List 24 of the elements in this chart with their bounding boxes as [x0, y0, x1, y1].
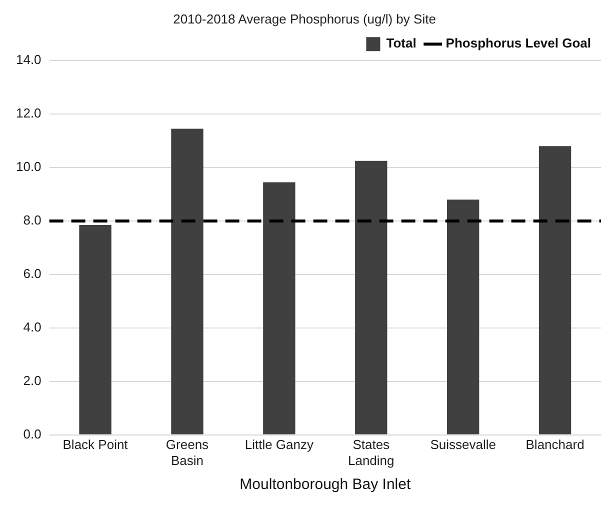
bar — [355, 160, 388, 434]
y-tick-label: 6.0 — [23, 266, 42, 282]
bar — [79, 224, 112, 434]
legend-label: Total — [386, 36, 416, 51]
x-tick-label: Black Point — [62, 437, 128, 452]
y-tick-label: 4.0 — [23, 319, 42, 334]
y-tick-label: 2.0 — [23, 372, 42, 388]
x-tick-label: States Landing — [348, 437, 394, 468]
x-axis-title: Moultonborough Bay Inlet — [240, 476, 412, 494]
legend-label: Phosphorus Level Goal — [446, 36, 592, 51]
y-tick-label: 8.0 — [23, 212, 42, 228]
y-tick-label: 0.0 — [23, 426, 42, 442]
y-tick-label: 10.0 — [16, 159, 42, 174]
bar — [263, 182, 296, 434]
x-tick-label: Greens Basin — [166, 437, 210, 468]
x-tick-label: Little Ganzy — [244, 437, 314, 452]
x-tick-label: Blanchard — [526, 437, 584, 452]
x-tick-label: Suissevalle — [430, 437, 496, 452]
bar — [171, 128, 204, 434]
bar — [446, 200, 480, 434]
y-tick-label: 14.0 — [16, 52, 42, 68]
y-tick-label: 12.0 — [16, 106, 42, 121]
chart-title: 2010-2018 Average Phosphorus (ug/l) by Site — [173, 11, 436, 26]
bar — [538, 146, 572, 434]
